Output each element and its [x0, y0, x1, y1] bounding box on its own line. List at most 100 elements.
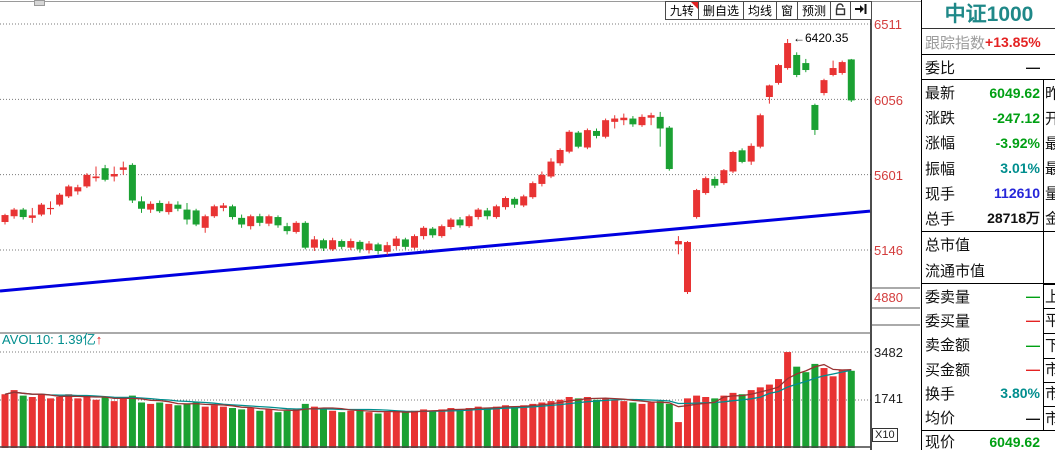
panel-row: 跟踪指数 +13.85%: [922, 30, 1055, 54]
panel-row-value: 28718万: [987, 210, 1040, 227]
panel-row-label: 跟踪指数: [925, 34, 986, 52]
panel-row: 委比 —: [922, 55, 1055, 79]
dock-right-icon: [855, 3, 867, 18]
panel-section: 总市值 流通市值: [922, 232, 1055, 284]
panel-subcolumn-label: 开: [1045, 110, 1055, 128]
toolbar-button[interactable]: 均线: [743, 1, 777, 20]
price-axis-label: 4880: [874, 290, 903, 305]
toolbar-button[interactable]: 窗: [776, 1, 798, 20]
panel-subcolumn-separator: [1043, 308, 1055, 309]
panel-row: 总手 28718万金: [922, 206, 1055, 231]
panel-row: 最新 6049.62 昨: [922, 80, 1055, 105]
panel-subcolumn-label: 最: [1045, 160, 1055, 178]
panel-row-value: —: [1026, 288, 1040, 305]
unlock-icon: [835, 2, 846, 19]
ui-fragment-topleft: [34, 0, 45, 6]
panel-section: 委卖量 — 上委买量 — 平卖金额 — 下买金额 — 市换手 3.80% 市均价 — 市: [922, 284, 1055, 431]
panel-subcolumn-separator: [1043, 382, 1055, 383]
panel-row-label: 总市值: [925, 237, 971, 255]
up-arrow-icon: ↑: [95, 332, 103, 347]
panel-row: 振幅 3.01% 最: [922, 156, 1055, 181]
panel-row-value: 112610: [994, 185, 1040, 202]
price-axis-label: 5601: [874, 168, 903, 183]
panel-row-value: -247.12: [992, 109, 1040, 126]
panel-row: 买金额 — 市: [922, 357, 1055, 381]
panel-subcolumn-label: 最: [1045, 135, 1055, 153]
panel-row-label: 现价: [925, 434, 956, 450]
toolbar-button[interactable]: 九转: [664, 1, 699, 20]
volume-axis-label: 1741: [874, 391, 903, 406]
panel-subcolumn-label: 金: [1045, 210, 1055, 228]
panel-row: 委买量 — 平: [922, 308, 1055, 332]
panel-subcolumn-label: 市: [1045, 410, 1055, 428]
panel-subcolumn-label: 平: [1045, 312, 1055, 330]
panel-row-value: —: [1026, 312, 1040, 329]
price-axis-label: 6056: [874, 93, 903, 108]
top-border: [0, 1, 1055, 2]
panel-row: 总市值: [922, 232, 1055, 258]
panel-row-label: 现手: [925, 185, 956, 203]
panel-row-value: —: [1026, 59, 1040, 75]
panel-section: 最新 6049.62 昨涨跌 -247.12 开涨幅 -3.92% 最振幅 3.01% 最现手 1…: [922, 80, 1055, 232]
panel-row-value: 6049.62: [989, 433, 1040, 450]
panel-subcolumn-label: 市: [1045, 385, 1055, 403]
panel-row: 流通市值: [922, 258, 1055, 284]
panel-row-value: —: [1026, 409, 1040, 426]
price-axis-label: 5146: [874, 243, 903, 258]
instrument-title: 中证1000: [922, 2, 1055, 29]
panel-row-label: 换手: [925, 385, 956, 403]
panel-section: 现价 6049.62: [922, 431, 1055, 450]
peak-price-annotation: ←6420.35: [793, 31, 849, 45]
panel-subcolumn-label: 市: [1045, 361, 1055, 379]
price-axis-label: 6511: [874, 17, 902, 32]
panel-subcolumn-divider: [1043, 80, 1044, 430]
panel-row-value: 3.01%: [1000, 160, 1040, 177]
panel-row-label: 总手: [925, 210, 956, 228]
panel-row-value: 6049.62: [989, 84, 1040, 101]
panel-row-label: 委比: [925, 59, 956, 77]
panel-subcolumn-label: 上: [1045, 288, 1055, 306]
panel-row: 均价 — 市: [922, 406, 1055, 430]
panel-row: 换手 3.80% 市: [922, 381, 1055, 405]
left-arrow-icon: ←: [793, 31, 805, 45]
panel-row-value: 3.80%: [1000, 385, 1040, 402]
panel-row: 现手 112610 量: [922, 181, 1055, 206]
panel-row-label: 涨幅: [925, 135, 956, 153]
x-scale-badge: X10: [872, 428, 898, 442]
quote-panel: 中证1000 跟踪指数 +13.85% 委比 — 最新 6049.62 昨涨跌 -247.12…: [921, 0, 1055, 450]
panel-row-label: 委卖量: [925, 288, 971, 306]
panel-subcolumn-separator: [1043, 406, 1055, 407]
panel-row-label: 涨跌: [925, 110, 956, 128]
panel-subcolumn-label: 量: [1045, 185, 1055, 203]
panel-row-label: 买金额: [925, 361, 971, 379]
toolbar-button[interactable]: 预测: [797, 1, 831, 20]
panel-subcolumn-label: 昨: [1045, 85, 1055, 103]
panel-row-label: 振幅: [925, 160, 956, 178]
panel-row-value: +13.85%: [985, 34, 1041, 50]
panel-row: 涨幅 -3.92% 最: [922, 130, 1055, 155]
panel-subcolumn-label: 下: [1045, 337, 1055, 355]
panel-row-label: 委买量: [925, 312, 971, 330]
panel-row: 涨跌 -247.12 开: [922, 105, 1055, 130]
panel-row-value: -3.92%: [995, 134, 1040, 151]
panel-row-label: 卖金额: [925, 337, 971, 355]
panel-section: 跟踪指数 +13.85%: [922, 30, 1055, 55]
panel-subcolumn-separator: [1043, 333, 1055, 334]
volume-ma-label: AVOL10: 1.39亿↑: [2, 332, 103, 347]
panel-row-label: 流通市值: [925, 262, 986, 280]
toolbar-button[interactable]: 删自选: [698, 1, 744, 20]
panel-subcolumn-separator: [1043, 284, 1055, 285]
panel-row-value: —: [1026, 361, 1040, 378]
dock-right-icon-button[interactable]: [851, 1, 872, 20]
chart-toolbar: 九转 删自选 均线窗预测: [664, 1, 872, 20]
unlock-icon-button[interactable]: [831, 1, 851, 20]
panel-row-value: —: [1026, 336, 1040, 353]
panel-row-label: 最新: [925, 85, 956, 103]
panel-row-label: 均价: [925, 410, 956, 428]
volume-axis-label: 3482: [874, 345, 903, 360]
panel-row: 委卖量 — 上: [922, 284, 1055, 308]
panel-section: 委比 —: [922, 55, 1055, 80]
panel-subcolumn-separator: [1043, 358, 1055, 359]
